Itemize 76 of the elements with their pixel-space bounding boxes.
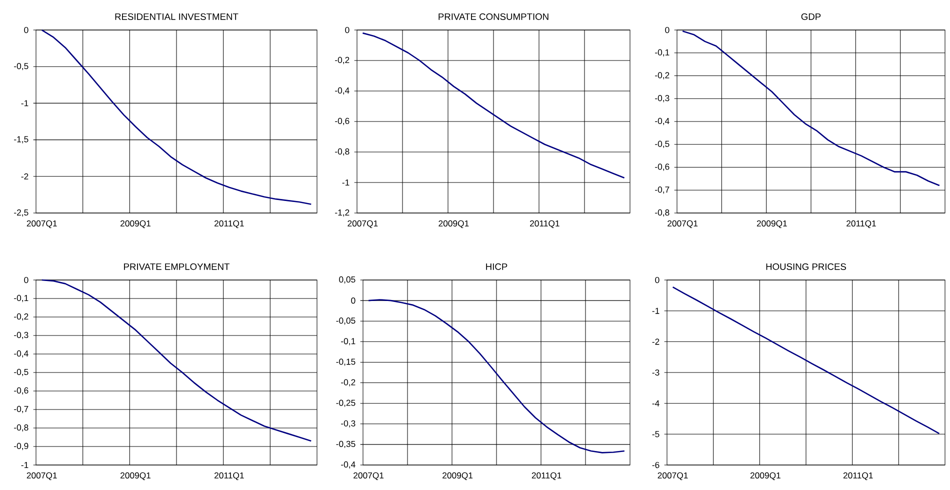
y-tick-label: -2 [21, 173, 28, 180]
y-tick-label: -0,4 [655, 118, 670, 126]
y-tick-label: -0,9 [14, 442, 28, 450]
x-tick-label: 2007Q1 [26, 220, 57, 228]
y-tick-label: -0,35 [336, 440, 356, 448]
y-tick-label: -0,1 [655, 49, 670, 56]
y-tick-label: -0,3 [655, 95, 670, 102]
x-tick-label: 2011Q1 [843, 472, 873, 480]
x-tick-label: 2007Q1 [348, 220, 378, 228]
y-tick-label: -0,4 [14, 350, 28, 358]
chart-title: GDP [801, 13, 821, 20]
y-tick-label: 0 [345, 26, 350, 34]
y-tick-label: -0,8 [335, 148, 350, 156]
y-tick-label: -0,1 [341, 338, 356, 346]
y-tick-label: -0,4 [341, 461, 356, 469]
y-tick-label: -0,7 [14, 406, 28, 414]
y-tick-label: -1,2 [335, 209, 350, 217]
x-tick-label: 2009Q1 [756, 220, 787, 228]
chart-title: HICP [486, 263, 508, 270]
y-tick-label: -0,1 [14, 294, 28, 302]
y-tick-label: -0,3 [341, 420, 356, 428]
y-tick-label: -1 [342, 180, 350, 186]
x-tick-label: 2011Q1 [214, 472, 244, 480]
x-tick-label: 2009Q1 [120, 472, 151, 480]
x-tick-label: 2007Q1 [354, 472, 384, 480]
y-tick-label: -3 [652, 369, 660, 376]
y-tick-label: -0,5 [14, 368, 28, 376]
y-tick-label: -0,3 [14, 332, 28, 340]
x-tick-label: 2011Q1 [532, 472, 562, 480]
y-tick-label: -0,2 [335, 56, 350, 64]
y-tick-label: -0,6 [335, 118, 350, 126]
chart-title: HOUSING PRICES [766, 263, 846, 270]
x-tick-label: 2007Q1 [668, 220, 698, 228]
y-tick-label: -0,2 [14, 313, 28, 321]
y-tick-label: -0,6 [14, 387, 28, 395]
y-tick-label: -1 [21, 462, 28, 468]
y-tick-label: -0,8 [14, 424, 28, 432]
y-tick-label: 0 [24, 26, 28, 34]
x-tick-label: 2007Q1 [658, 472, 688, 480]
y-tick-label: -0,4 [335, 87, 350, 95]
y-tick-label: -0,25 [336, 400, 356, 407]
x-tick-label: 2011Q1 [530, 220, 560, 228]
y-tick-label: 0 [665, 26, 670, 34]
chart-title: PRIVATE CONSUMPTION [438, 13, 548, 20]
y-tick-label: -1 [21, 100, 28, 106]
x-tick-label: 2011Q1 [214, 220, 244, 228]
y-tick-label: 0 [351, 298, 356, 304]
y-tick-label: -1 [652, 308, 660, 314]
y-tick-label: -6 [652, 462, 660, 468]
chart-title: PRIVATE EMPLOYMENT [124, 263, 230, 270]
x-tick-label: 2009Q1 [438, 220, 469, 228]
y-tick-label: -4 [652, 400, 660, 406]
y-tick-label: -0,8 [655, 209, 670, 217]
y-tick-label: -0,15 [336, 358, 356, 366]
y-tick-label: 0,05 [339, 276, 356, 284]
chart-title: RESIDENTIAL INVESTMENT [115, 13, 238, 20]
x-tick-label: 2009Q1 [750, 472, 780, 480]
line-series [672, 286, 940, 434]
x-tick-label: 2009Q1 [120, 220, 151, 228]
x-tick-label: 2007Q1 [26, 472, 57, 480]
y-tick-label: -2 [652, 338, 660, 345]
y-tick-label: -0,2 [341, 379, 356, 386]
y-tick-label: -5 [652, 431, 660, 438]
x-tick-label: 2009Q1 [442, 472, 473, 480]
y-tick-label: 0 [24, 276, 28, 284]
y-tick-label: -1,5 [14, 136, 28, 144]
x-tick-label: 2011Q1 [846, 220, 876, 228]
y-tick-label: -0,5 [655, 140, 670, 148]
y-tick-label: -0,7 [655, 186, 670, 194]
y-tick-label: -0,2 [655, 72, 670, 80]
line-series [41, 279, 312, 442]
y-tick-label: -0,6 [655, 164, 670, 171]
y-tick-label: 0 [655, 276, 660, 284]
y-tick-label: -0,05 [336, 318, 356, 325]
y-tick-label: -2,5 [14, 209, 28, 217]
y-tick-label: -0,5 [14, 63, 28, 70]
